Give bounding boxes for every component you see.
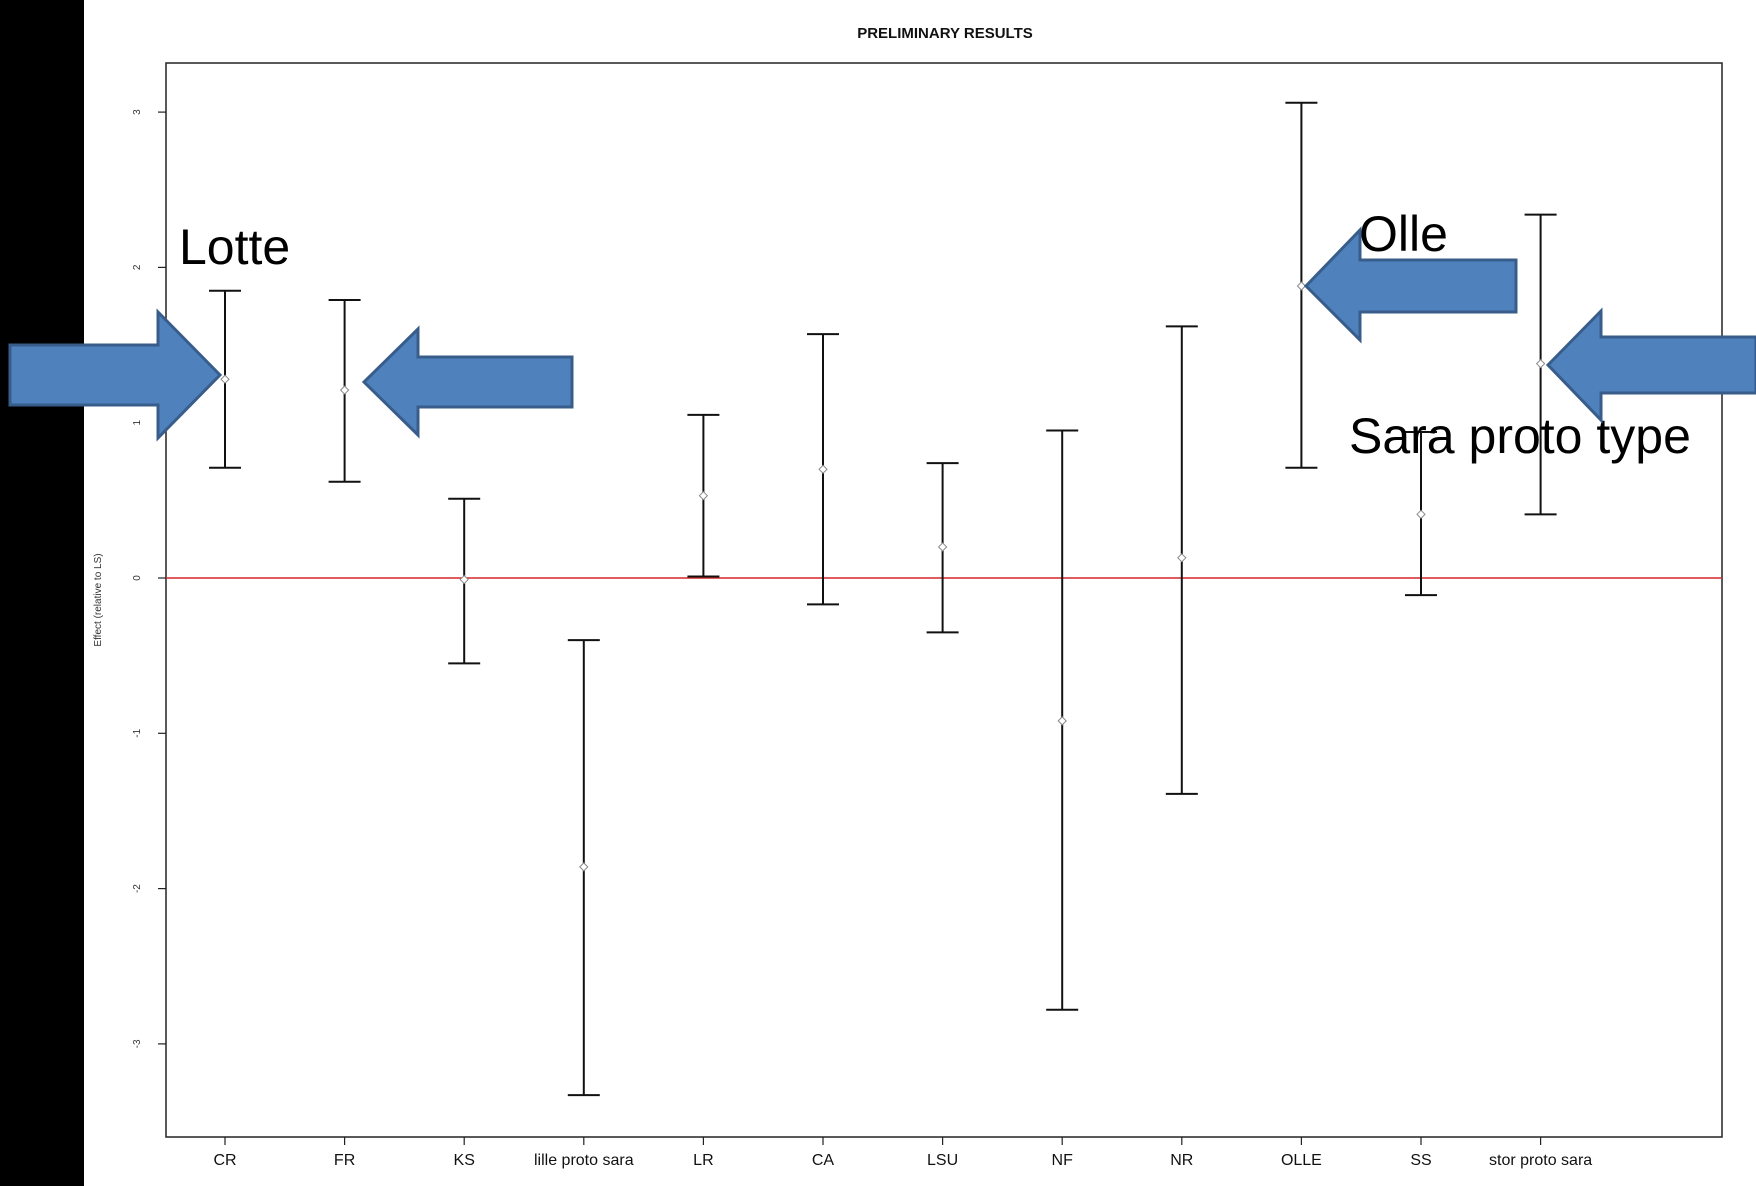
annotation-olle: Olle xyxy=(1359,206,1448,262)
x-tick-label: OLLE xyxy=(1281,1152,1322,1169)
x-tick-label: CR xyxy=(213,1152,236,1169)
error-bar xyxy=(567,639,600,1097)
x-axis: CR FR KS lille proto sara LR CA LSU NF NR OLLE SS s… xyxy=(213,1137,1592,1169)
x-tick-label: FR xyxy=(334,1152,355,1169)
error-bar xyxy=(926,462,959,634)
plot-frame xyxy=(165,62,1723,1138)
error-bar xyxy=(1405,431,1437,597)
error-bar xyxy=(1165,325,1198,795)
point-estimate-marker xyxy=(459,574,469,585)
point-estimate-marker xyxy=(1177,553,1187,563)
x-tick-label: LR xyxy=(693,1152,713,1169)
figure-background xyxy=(84,0,1756,1186)
point-estimate-marker xyxy=(818,464,828,474)
x-tick-label: LSU xyxy=(927,1152,958,1169)
error-bar xyxy=(687,413,720,578)
point-estimate-marker xyxy=(579,862,589,872)
y-tick-label: 0 xyxy=(132,575,143,581)
x-tick-label: NR xyxy=(1170,1152,1193,1169)
y-tick-label: -3 xyxy=(132,1039,143,1048)
point-estimate-marker xyxy=(1535,358,1546,369)
y-axis: -3 -2 -1 0 1 2 3 xyxy=(132,109,166,1048)
arrow-right-icon xyxy=(8,308,223,442)
annotation-lotte: Lotte xyxy=(179,219,290,275)
x-tick-label: NF xyxy=(1052,1152,1074,1169)
point-estimate-marker xyxy=(1057,716,1067,726)
error-bar xyxy=(1524,213,1557,516)
y-tick-label: 1 xyxy=(132,419,143,425)
y-tick-label: 2 xyxy=(132,264,143,270)
error-bars xyxy=(209,101,1557,1097)
point-estimate-marker xyxy=(220,374,230,384)
x-tick-label: lille proto sara xyxy=(534,1152,634,1169)
y-axis-label: Effect (relative to LS) xyxy=(93,553,104,646)
error-bar xyxy=(1285,101,1318,469)
point-estimate-marker xyxy=(698,490,709,501)
point-estimate-marker xyxy=(339,385,350,395)
annotations: Lotte Olle Sara proto type xyxy=(8,206,1756,464)
annotation-sara-proto-type: Sara proto type xyxy=(1349,408,1691,464)
arrow-left-icon xyxy=(1303,226,1518,344)
y-tick-label: -2 xyxy=(132,884,143,893)
error-bar xyxy=(448,497,481,665)
x-tick-label: SS xyxy=(1410,1152,1431,1169)
chart-title: PRELIMINARY RESULTS xyxy=(857,25,1033,42)
x-tick-label: CA xyxy=(812,1152,835,1169)
error-bar xyxy=(209,289,241,469)
y-tick-label: -1 xyxy=(132,728,143,737)
error-bar xyxy=(328,299,361,483)
x-tick-label: KS xyxy=(454,1152,475,1169)
arrow-left-icon xyxy=(361,325,574,439)
y-tick-label: 3 xyxy=(132,109,143,115)
point-estimate-marker xyxy=(1416,509,1426,520)
arrow-left-icon xyxy=(1545,307,1756,424)
point-estimate-marker xyxy=(937,542,948,552)
x-tick-label: stor proto sara xyxy=(1489,1152,1592,1169)
error-bar xyxy=(807,333,839,606)
error-bar xyxy=(1046,429,1079,1011)
point-estimate-marker xyxy=(1296,281,1307,291)
